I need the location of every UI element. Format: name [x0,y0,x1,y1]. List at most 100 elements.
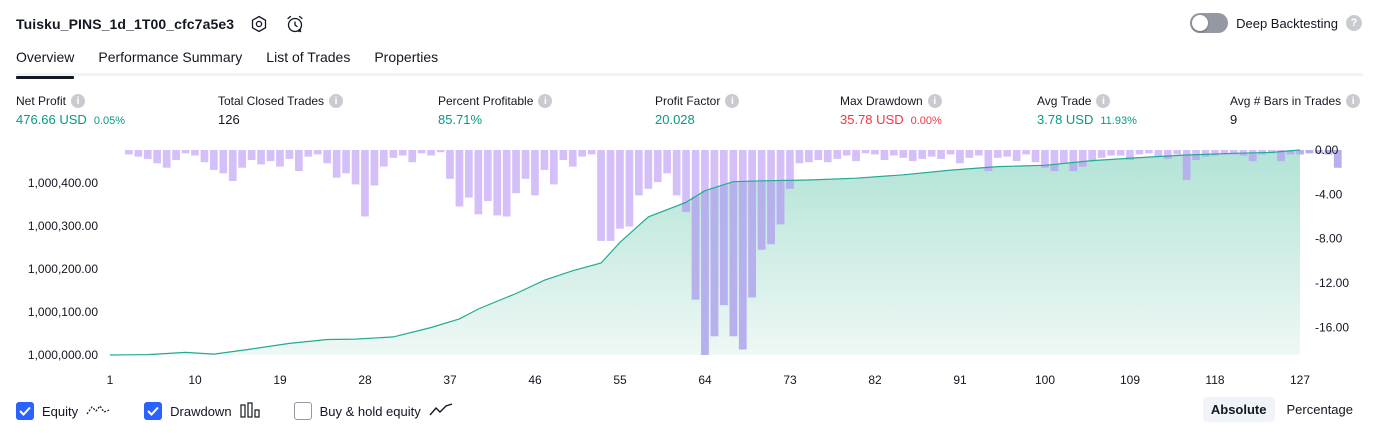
toggle-knob [1192,15,1209,31]
equity-line [109,149,1301,356]
drawdown-bar [1154,150,1163,157]
tab-performance-summary[interactable]: Performance Summary [98,49,243,65]
x-axis-tick: 73 [783,373,797,387]
drawdown-bar [653,150,662,183]
left-axis-tick: 1,000,400.00 [28,176,98,190]
drawdown-bar [143,150,152,159]
drawdown-bar-overlap [1305,150,1314,154]
drawdown-bar-overlap [1078,161,1087,167]
drawdown-bar [455,150,464,207]
info-icon[interactable]: i [927,94,942,108]
drawdown-checkbox[interactable] [144,402,163,420]
right-axis-tick: -16.00 [1315,320,1349,334]
info-icon[interactable]: i [71,94,86,108]
drawdown-bar [247,150,256,160]
metric-sub-value: 11.93% [1100,115,1137,127]
percentage-button[interactable]: Percentage [1286,402,1354,417]
left-axis-tick: 1,000,200.00 [28,262,98,276]
equity-checkbox[interactable] [16,402,34,420]
drawdown-bar [890,150,898,156]
legend-drawdown[interactable]: Drawdown [144,401,260,421]
drawdown-bar [899,150,908,158]
info-icon[interactable]: i [1096,94,1111,108]
drawdown-bar [483,150,492,201]
drawdown-bar-overlap [1041,165,1049,168]
x-axis-tick: 91 [953,373,967,387]
x-axis-tick: 46 [528,373,542,387]
drawdown-bar [908,150,917,162]
drawdown-bar [871,150,879,155]
tab-overview[interactable]: Overview [16,45,75,79]
absolute-button[interactable]: Absolute [1202,397,1275,422]
drawdown-bar [1022,150,1030,155]
drawdown-bar [465,150,473,198]
metric-value: 35.78 USD [840,112,904,127]
tab-properties[interactable]: Properties [374,49,439,65]
drawdown-bar [814,150,823,160]
drawdown-bar-overlap [1258,152,1266,155]
x-axis-tick: 118 [1205,373,1224,387]
drawdown-bar [644,150,653,189]
buy-hold-checkbox[interactable] [293,402,312,420]
drawdown-bar-overlap [1286,150,1295,155]
drawdown-bar [616,150,624,229]
help-icon[interactable]: ? [1346,15,1362,31]
info-icon[interactable]: i [329,94,344,108]
drawdown-bar [427,150,435,156]
legend-equity[interactable]: Equity [16,402,110,420]
drawdown-bar [1012,150,1021,162]
settings-icon[interactable] [248,13,270,35]
drawdown-bar-overlap [767,180,775,245]
drawdown-bar [276,150,284,167]
metric-value: 9 [1230,112,1238,127]
metric-label: Percent Profitable [438,94,534,108]
drawdown-bar [257,150,265,165]
legend-label: Equity [42,403,79,419]
x-axis-tick: 55 [613,373,627,387]
drawdown-bar [795,150,804,164]
info-icon[interactable]: i [1346,94,1361,108]
value-mode-switch: Absolute Percentage [1202,397,1361,422]
drawdown-bar [625,150,634,227]
drawdown-bar [380,150,388,167]
tab-list-of-trades[interactable]: List of Trades [266,49,351,65]
drawdown-bar [1031,150,1040,163]
x-axis-tick: 19 [273,373,287,387]
report-tabs: Overview Performance Summary List of Tra… [16,45,1363,79]
drawdown-bar [1116,150,1125,156]
metric-net-profit: Net Profit i 476.66 USD 0.05% [16,92,125,130]
drawdown-bar-overlap [1163,156,1172,159]
equity-drawdown-chart[interactable]: 1,000,000.00 1,000,100.00 1,000,200.00 1,00… [0,140,1379,390]
drawdown-bar-overlap [1239,153,1248,156]
drawdown-bar [1230,150,1238,155]
drawdown-bar [1220,150,1229,155]
equity-line-icon [86,403,110,420]
drawdown-bar [984,150,993,172]
drawdown-bar [408,150,417,163]
drawdown-bar [332,150,341,178]
x-axis-tick: 82 [868,373,882,387]
drawdown-bar [200,150,209,163]
legend-buy-hold[interactable]: Buy & hold equity [293,402,453,420]
drawdown-bar-overlap [776,180,785,225]
strategy-title: Tuisku_PINS_1d_1T00_cfc7a5e3 [16,16,235,32]
drawdown-bar [389,150,398,158]
drawdown-bar [1060,150,1068,164]
drawdown-bar-overlap [1248,152,1257,162]
drawdown-bar [550,150,558,185]
left-axis-tick: 1,000,300.00 [28,219,98,233]
info-icon[interactable]: i [725,94,740,108]
drawdown-bar [417,150,426,154]
x-axis-tick: 100 [1035,373,1055,387]
deep-backtesting-toggle[interactable] [1190,13,1229,33]
drawdown-bar [304,150,313,157]
metric-percent-profitable: Percent Profitable i 85.71% [438,92,553,130]
info-icon[interactable]: i [538,94,553,108]
right-axis-tick: -4.00 [1315,187,1343,201]
legend-label: Buy & hold equity [319,403,421,419]
drawdown-bar [521,150,530,179]
alert-icon[interactable] [284,13,306,35]
drawdown-bar-overlap [720,184,728,306]
buy-hold-line-icon [429,402,453,420]
drawdown-bar [210,150,218,170]
